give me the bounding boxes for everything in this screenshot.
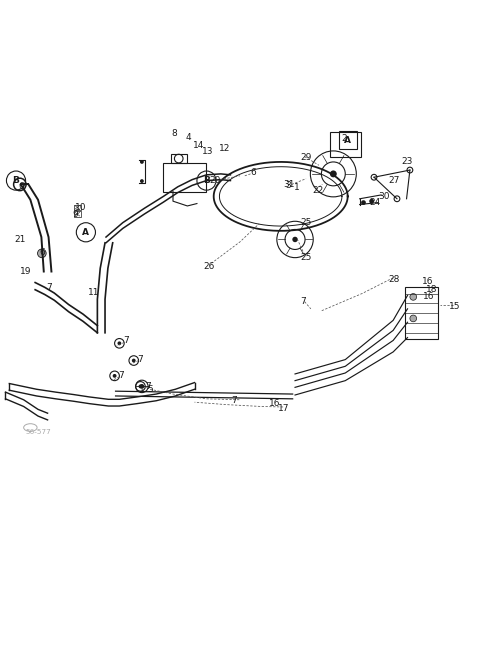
- Circle shape: [139, 384, 143, 388]
- Text: 7: 7: [123, 336, 129, 345]
- Text: 2: 2: [342, 134, 347, 144]
- Text: 28: 28: [388, 275, 400, 283]
- Text: 18: 18: [426, 285, 437, 294]
- Circle shape: [132, 359, 136, 363]
- Text: 11: 11: [88, 287, 100, 297]
- Circle shape: [330, 171, 337, 177]
- Text: B: B: [203, 176, 210, 185]
- Circle shape: [113, 374, 117, 378]
- Text: 8: 8: [171, 129, 177, 138]
- Circle shape: [292, 237, 298, 242]
- Text: 7: 7: [138, 355, 144, 363]
- Text: 29: 29: [300, 153, 312, 161]
- Circle shape: [361, 200, 366, 205]
- Bar: [74, 211, 81, 217]
- Text: 3: 3: [285, 181, 291, 190]
- Text: 12: 12: [219, 144, 230, 153]
- Text: 6: 6: [251, 168, 256, 177]
- Text: 7: 7: [47, 283, 52, 292]
- Text: A: A: [83, 228, 89, 237]
- Text: 15: 15: [449, 302, 460, 311]
- Text: 5: 5: [147, 385, 153, 394]
- Text: B: B: [12, 176, 20, 185]
- Circle shape: [410, 315, 417, 322]
- Circle shape: [140, 160, 144, 164]
- Text: A: A: [344, 136, 351, 145]
- Text: 21: 21: [14, 235, 25, 244]
- Bar: [74, 205, 81, 211]
- Text: 16: 16: [422, 277, 433, 285]
- Text: 7: 7: [119, 371, 124, 380]
- Bar: [338, 131, 357, 150]
- Bar: [163, 163, 206, 192]
- Bar: [405, 287, 438, 338]
- Circle shape: [369, 199, 374, 203]
- Circle shape: [140, 179, 144, 183]
- Text: 4: 4: [186, 133, 192, 142]
- Text: 19: 19: [20, 267, 31, 276]
- Text: 7: 7: [231, 396, 237, 405]
- Text: 16: 16: [269, 399, 280, 408]
- Bar: [330, 133, 361, 157]
- Text: 25: 25: [300, 253, 312, 262]
- Text: 56-577: 56-577: [25, 429, 51, 435]
- Circle shape: [410, 293, 417, 300]
- Text: 20: 20: [209, 176, 221, 185]
- Bar: [170, 154, 187, 163]
- Text: 25: 25: [300, 218, 312, 227]
- Text: 14: 14: [192, 140, 204, 150]
- Text: 24: 24: [369, 198, 381, 207]
- Text: 10: 10: [75, 203, 87, 212]
- Text: 6: 6: [39, 248, 45, 257]
- Text: 7: 7: [145, 382, 151, 391]
- Text: 7: 7: [300, 297, 306, 306]
- Text: 22: 22: [312, 186, 324, 195]
- Text: 17: 17: [278, 404, 290, 413]
- Circle shape: [37, 249, 46, 258]
- Text: 30: 30: [378, 192, 389, 201]
- Text: 26: 26: [203, 262, 215, 271]
- Text: 16: 16: [423, 293, 435, 301]
- Text: 9: 9: [72, 210, 78, 219]
- Text: 13: 13: [202, 148, 213, 156]
- Text: 27: 27: [388, 176, 400, 185]
- Text: 1: 1: [294, 183, 300, 192]
- Text: 23: 23: [401, 157, 412, 166]
- Circle shape: [140, 384, 144, 389]
- Circle shape: [118, 341, 121, 345]
- Text: 31: 31: [284, 180, 295, 189]
- Text: 6: 6: [18, 182, 24, 192]
